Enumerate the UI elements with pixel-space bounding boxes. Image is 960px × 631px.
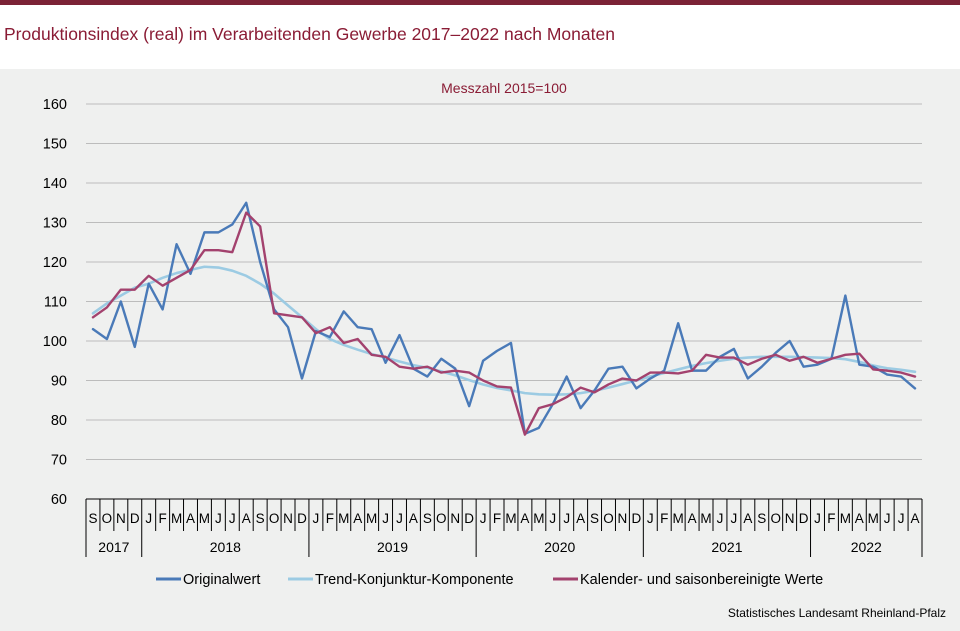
- month-label: J: [145, 511, 152, 526]
- chart-subtitle: Messzahl 2015=100: [441, 80, 567, 96]
- month-label: J: [229, 511, 236, 526]
- month-label: M: [171, 511, 182, 526]
- y-tick-label: 60: [51, 492, 67, 508]
- year-label: 2018: [210, 539, 241, 555]
- month-label: J: [215, 511, 222, 526]
- year-label: 2020: [544, 539, 575, 555]
- month-label: M: [700, 511, 711, 526]
- year-label: 2017: [98, 539, 129, 555]
- month-label: J: [313, 511, 320, 526]
- month-label: J: [382, 511, 389, 526]
- series-line-originalwert: [91, 201, 917, 436]
- month-label: A: [520, 511, 529, 526]
- series-lines: [91, 201, 917, 436]
- y-tick-label: 70: [51, 453, 67, 469]
- month-label: A: [911, 511, 920, 526]
- month-label: F: [326, 511, 334, 526]
- month-label: N: [450, 511, 460, 526]
- month-label: D: [130, 511, 140, 526]
- legend-label: Originalwert: [183, 572, 260, 588]
- month-label: O: [102, 511, 113, 526]
- y-tick-label: 90: [51, 374, 67, 390]
- series-line-kalender-und-saisonbereinigte-werte: [91, 211, 917, 436]
- month-label: J: [549, 511, 556, 526]
- month-label: O: [436, 511, 447, 526]
- month-label: A: [576, 511, 585, 526]
- month-label: A: [353, 511, 362, 526]
- month-label: A: [743, 511, 752, 526]
- month-label: F: [660, 511, 668, 526]
- series-line-trend-konjunktur-komponente: [91, 265, 917, 397]
- y-tick-label: 110: [44, 295, 67, 311]
- month-label: M: [868, 511, 879, 526]
- month-label: J: [717, 511, 724, 526]
- month-label: J: [396, 511, 403, 526]
- year-label: 2022: [851, 539, 882, 555]
- month-label: J: [563, 511, 570, 526]
- month-label: O: [603, 511, 614, 526]
- month-label: F: [827, 511, 835, 526]
- y-tick-label: 80: [51, 413, 67, 429]
- month-label: O: [269, 511, 280, 526]
- y-tick-label: 120: [43, 255, 67, 271]
- month-label: J: [884, 511, 891, 526]
- month-label: A: [688, 511, 697, 526]
- month-label: D: [799, 511, 809, 526]
- month-label: M: [505, 511, 516, 526]
- month-label: S: [757, 511, 766, 526]
- month-label: A: [409, 511, 418, 526]
- page-title: Produktionsindex (real) im Verarbeitende…: [4, 24, 615, 44]
- month-label: M: [199, 511, 210, 526]
- month-label: M: [338, 511, 349, 526]
- legend: Originalwert Trend-Konjunktur-Komponente K…: [156, 572, 823, 588]
- month-label: J: [814, 511, 821, 526]
- y-tick-label: 150: [43, 137, 67, 153]
- month-label: J: [480, 511, 487, 526]
- month-label: A: [242, 511, 251, 526]
- month-label: O: [770, 511, 781, 526]
- year-label: 2021: [711, 539, 742, 555]
- month-label: J: [898, 511, 905, 526]
- legend-label: Kalender- und saisonbereinigte Werte: [580, 572, 823, 588]
- month-label: M: [840, 511, 851, 526]
- y-tick-label: 160: [43, 97, 67, 113]
- y-tick-label: 130: [43, 216, 67, 232]
- y-tick-label: 100: [43, 334, 67, 350]
- month-label: S: [590, 511, 599, 526]
- month-label: M: [533, 511, 544, 526]
- month-label: S: [423, 511, 432, 526]
- month-label: D: [464, 511, 474, 526]
- month-label: J: [731, 511, 738, 526]
- month-label: N: [116, 511, 126, 526]
- month-label: M: [366, 511, 377, 526]
- month-label: F: [159, 511, 167, 526]
- year-label: 2019: [377, 539, 408, 555]
- month-label: A: [186, 511, 195, 526]
- source-note: Statistisches Landesamt Rheinland-Pfalz: [727, 606, 946, 620]
- month-label: N: [785, 511, 795, 526]
- month-label: J: [647, 511, 654, 526]
- month-label: D: [297, 511, 307, 526]
- month-label: D: [631, 511, 641, 526]
- y-tick-label: 140: [43, 176, 67, 192]
- month-label: M: [673, 511, 684, 526]
- month-label: N: [618, 511, 628, 526]
- month-label: S: [256, 511, 265, 526]
- gridlines: [86, 103, 922, 460]
- legend-label: Trend-Konjunktur-Komponente: [315, 572, 514, 588]
- top-accent-bar: [0, 0, 960, 5]
- month-label: A: [855, 511, 864, 526]
- chart-panel: [0, 69, 960, 631]
- month-label: N: [283, 511, 293, 526]
- month-label: F: [493, 511, 501, 526]
- y-axis: 60 70 80 90 100 110 120 130 140 150 160: [43, 97, 67, 508]
- month-label: S: [88, 511, 97, 526]
